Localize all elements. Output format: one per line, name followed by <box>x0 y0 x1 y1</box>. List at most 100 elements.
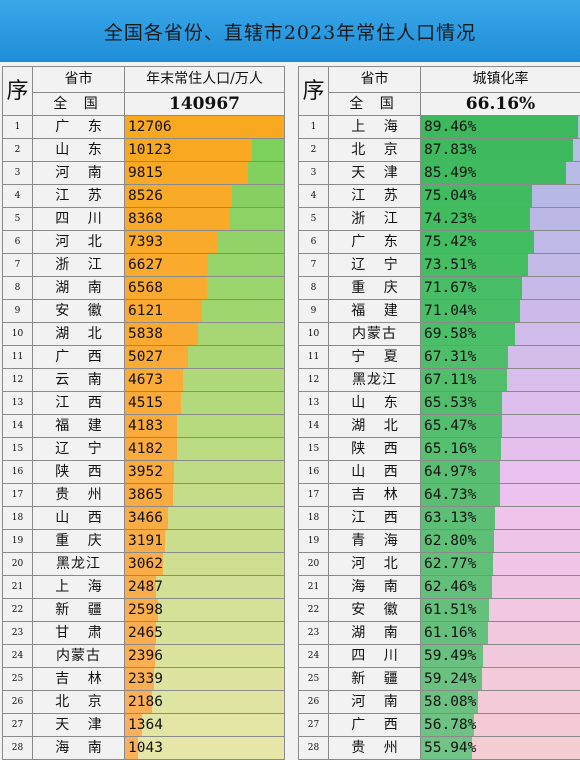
row-value: 4673 <box>125 372 163 388</box>
row-value-cell: 3062 <box>125 553 285 576</box>
row-value-cell: 9815 <box>125 162 285 185</box>
row-value-cell: 87.83% <box>421 139 580 162</box>
row-seq: 22 <box>299 599 329 622</box>
row-value-cell: 2598 <box>125 599 285 622</box>
row-seq: 26 <box>3 691 33 714</box>
row-seq: 4 <box>299 185 329 208</box>
row-seq: 2 <box>3 139 33 162</box>
row-value-cell: 67.11% <box>421 369 580 392</box>
row-seq: 25 <box>3 668 33 691</box>
row-value-cell: 3466 <box>125 507 285 530</box>
value-header: 年末常住人口/万人 <box>125 67 285 93</box>
row-name: 青 海 <box>329 530 421 553</box>
row-name: 浙 江 <box>329 208 421 231</box>
name-header: 省市 <box>329 67 421 93</box>
row-value-cell: 64.97% <box>421 461 580 484</box>
row-seq: 27 <box>299 714 329 737</box>
row-name: 天 津 <box>329 162 421 185</box>
row-value-cell: 2339 <box>125 668 285 691</box>
row-value-cell: 59.24% <box>421 668 580 691</box>
row-seq: 2 <box>299 139 329 162</box>
row-seq: 3 <box>299 162 329 185</box>
row-value: 69.58% <box>421 326 476 342</box>
row-seq: 9 <box>299 300 329 323</box>
row-seq: 1 <box>3 116 33 139</box>
row-name: 辽 宁 <box>33 438 125 461</box>
row-name: 安 徽 <box>329 599 421 622</box>
row-name: 陕 西 <box>33 461 125 484</box>
row-value: 58.08% <box>421 694 476 710</box>
row-name: 天 津 <box>33 714 125 737</box>
row-seq: 1 <box>299 116 329 139</box>
row-value: 3466 <box>125 510 163 526</box>
row-value: 85.49% <box>421 165 476 181</box>
row-seq: 21 <box>299 576 329 599</box>
row-name: 北 京 <box>33 691 125 714</box>
row-name: 山 西 <box>33 507 125 530</box>
row-name: 河 南 <box>33 162 125 185</box>
row-seq: 12 <box>299 369 329 392</box>
row-value-cell: 67.31% <box>421 346 580 369</box>
row-value: 5838 <box>125 326 163 342</box>
row-name: 福 建 <box>329 300 421 323</box>
row-value: 55.94% <box>421 740 476 756</box>
row-value: 4183 <box>125 418 163 434</box>
row-name: 河 南 <box>329 691 421 714</box>
row-value: 2598 <box>125 602 163 618</box>
seq-header: 序 <box>3 67 33 116</box>
row-value-cell: 6568 <box>125 277 285 300</box>
row-value-cell: 4183 <box>125 415 285 438</box>
row-name: 湖 北 <box>33 323 125 346</box>
row-value: 62.80% <box>421 533 476 549</box>
row-value: 61.16% <box>421 625 476 641</box>
row-value: 3865 <box>125 487 163 503</box>
row-value: 8526 <box>125 188 163 204</box>
row-seq: 15 <box>3 438 33 461</box>
row-value-cell: 62.46% <box>421 576 580 599</box>
row-seq: 8 <box>3 277 33 300</box>
row-value: 6568 <box>125 280 163 296</box>
urbanization-header-row: 序 省市 城镇化率 <box>299 67 580 93</box>
row-seq: 6 <box>299 231 329 254</box>
row-value-cell: 62.77% <box>421 553 580 576</box>
row-seq: 24 <box>3 645 33 668</box>
row-value: 2339 <box>125 671 163 687</box>
row-name: 黑龙江 <box>329 369 421 392</box>
row-value: 12706 <box>125 119 172 135</box>
row-value: 87.83% <box>421 142 476 158</box>
row-name: 宁 夏 <box>329 346 421 369</box>
row-value-cell: 55.94% <box>421 737 580 760</box>
row-seq: 14 <box>3 415 33 438</box>
population-header-row: 序 省市 年末常住人口/万人 <box>3 67 285 93</box>
row-value-cell: 6627 <box>125 254 285 277</box>
row-name: 江 苏 <box>33 185 125 208</box>
row-value: 67.31% <box>421 349 476 365</box>
row-value: 4515 <box>125 395 163 411</box>
row-seq: 11 <box>3 346 33 369</box>
row-value: 7393 <box>125 234 163 250</box>
total-label: 全 国 <box>33 93 125 116</box>
row-value: 2465 <box>125 625 163 641</box>
row-value: 89.46% <box>421 119 476 135</box>
row-value-cell: 5027 <box>125 346 285 369</box>
row-seq: 19 <box>299 530 329 553</box>
page-title: 全国各省份、直辖市2023年常住人口情况 <box>0 0 580 62</box>
